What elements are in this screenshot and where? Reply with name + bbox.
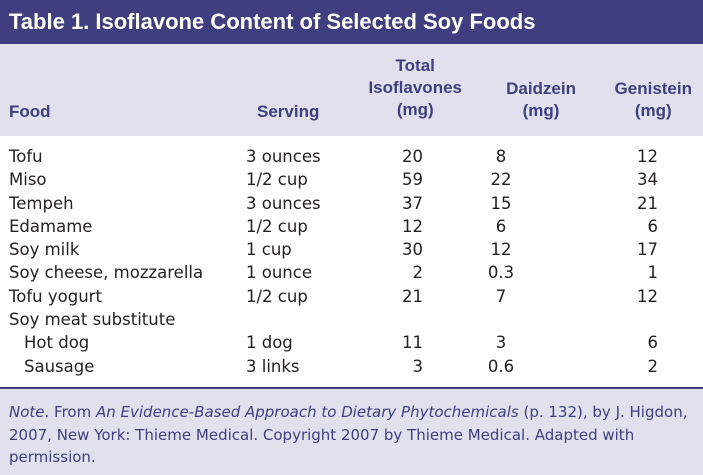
food-cell: Edamame bbox=[9, 216, 93, 236]
genistein-cell: 12 bbox=[637, 147, 658, 166]
table-row: Tempeh 3 ounces 37 15 21 bbox=[0, 192, 703, 215]
daidzein-cell: 15 bbox=[490, 193, 512, 213]
column-header-total-line1: Total bbox=[395, 56, 435, 75]
serving-cell: 1 dog bbox=[246, 333, 293, 353]
table-row: Tofu 3 ounces 20 8 12 bbox=[0, 145, 703, 168]
genistein-cell: 1 bbox=[647, 263, 659, 283]
serving-cell: 1/2 cup bbox=[246, 170, 308, 190]
note-band bbox=[0, 389, 703, 475]
food-cell: Tempeh bbox=[9, 193, 74, 213]
genistein-cell: 6 bbox=[647, 333, 659, 353]
column-header-daidzein-line1: Daidzein bbox=[506, 79, 576, 98]
genistein-cell: 6 bbox=[647, 216, 659, 236]
column-header-daidzein: Daidzein (mg) bbox=[506, 78, 576, 122]
column-header-serving: Serving bbox=[257, 102, 320, 121]
column-header-daidzein-line2: (mg) bbox=[522, 101, 560, 120]
column-header-total-line2: Isoflavones bbox=[368, 78, 462, 97]
total-isoflavones-cell: 2 bbox=[412, 263, 424, 283]
serving-cell: 1 ounce bbox=[246, 263, 312, 283]
total-isoflavones-cell: 11 bbox=[402, 333, 423, 353]
food-cell: Soy milk bbox=[9, 240, 80, 260]
daidzein-cell: 7 bbox=[495, 286, 507, 306]
column-header-food: Food bbox=[9, 102, 51, 121]
total-isoflavones-cell: 37 bbox=[402, 193, 423, 213]
food-cell: Tofu bbox=[9, 147, 43, 166]
daidzein-cell: 22 bbox=[490, 170, 512, 190]
total-isoflavones-cell: 30 bbox=[402, 240, 423, 260]
table-title: Table 1. Isoflavone Content of Selected … bbox=[0, 0, 703, 44]
note-label: Note bbox=[9, 403, 45, 421]
table-row-group-heading: Soy meat substitute bbox=[0, 308, 703, 331]
genistein-cell: 21 bbox=[637, 193, 658, 213]
daidzein-cell: 3 bbox=[495, 333, 507, 353]
table-row: Soy milk 1 cup 30 12 17 bbox=[0, 238, 703, 261]
header-band bbox=[0, 44, 703, 136]
genistein-cell: 34 bbox=[637, 170, 658, 190]
daidzein-cell: 6 bbox=[495, 216, 507, 236]
table-note: Note. From An Evidence-Based Approach to… bbox=[9, 401, 697, 469]
table-body: Tofu 3 ounces 20 8 12 Miso 1/2 cup 59 22… bbox=[0, 145, 703, 378]
daidzein-cell: 0.6 bbox=[487, 356, 515, 376]
total-isoflavones-cell: 3 bbox=[412, 356, 424, 376]
genistein-cell: 12 bbox=[637, 286, 658, 306]
genistein-cell: 2 bbox=[647, 356, 659, 376]
column-header-genistein: Genistein (mg) bbox=[615, 78, 692, 122]
note-book-title: An Evidence-Based Approach to Dietary Ph… bbox=[95, 403, 519, 421]
total-isoflavones-cell: 59 bbox=[402, 170, 423, 190]
total-isoflavones-cell: 21 bbox=[402, 286, 423, 306]
column-header-genistein-line2: (mg) bbox=[634, 101, 672, 120]
food-cell: Tofu yogurt bbox=[9, 286, 102, 306]
food-cell: Soy cheese, mozzarella bbox=[9, 263, 204, 283]
serving-cell: 1/2 cup bbox=[246, 216, 308, 236]
table-row: Soy cheese, mozzarella 1 ounce 2 0.3 1 bbox=[0, 261, 703, 284]
note-text-intro: . From bbox=[44, 403, 96, 421]
serving-cell: 1/2 cup bbox=[246, 286, 308, 306]
daidzein-cell: 8 bbox=[495, 147, 507, 166]
food-cell: Sausage bbox=[24, 356, 95, 376]
column-header-total-isoflavones: Total Isoflavones (mg) bbox=[368, 55, 462, 121]
food-cell: Soy meat substitute bbox=[9, 310, 176, 330]
genistein-cell: 17 bbox=[637, 240, 658, 260]
table-row: Tofu yogurt 1/2 cup 21 7 12 bbox=[0, 285, 703, 308]
table-row: Miso 1/2 cup 59 22 34 bbox=[0, 168, 703, 191]
footer-divider bbox=[0, 387, 703, 389]
serving-cell: 1 cup bbox=[246, 240, 292, 260]
table-row: Sausage 3 links 3 0.6 2 bbox=[0, 355, 703, 378]
food-cell: Miso bbox=[9, 170, 47, 190]
total-isoflavones-cell: 20 bbox=[402, 147, 423, 166]
table-row: Hot dog 1 dog 11 3 6 bbox=[0, 331, 703, 354]
total-isoflavones-cell: 12 bbox=[402, 216, 423, 236]
daidzein-cell: 0.3 bbox=[487, 263, 515, 283]
column-header-total-line3: (mg) bbox=[396, 100, 434, 119]
daidzein-cell: 12 bbox=[490, 240, 512, 260]
serving-cell: 3 ounces bbox=[246, 193, 321, 213]
column-header-genistein-line1: Genistein bbox=[614, 79, 692, 98]
food-cell: Hot dog bbox=[24, 333, 90, 353]
table-row: Edamame 1/2 cup 12 6 6 bbox=[0, 215, 703, 238]
serving-cell: 3 ounces bbox=[246, 147, 321, 166]
serving-cell: 3 links bbox=[246, 356, 300, 376]
note-text-citation: (p. 132), by J. Higdon, 2007, New York: … bbox=[9, 403, 688, 466]
